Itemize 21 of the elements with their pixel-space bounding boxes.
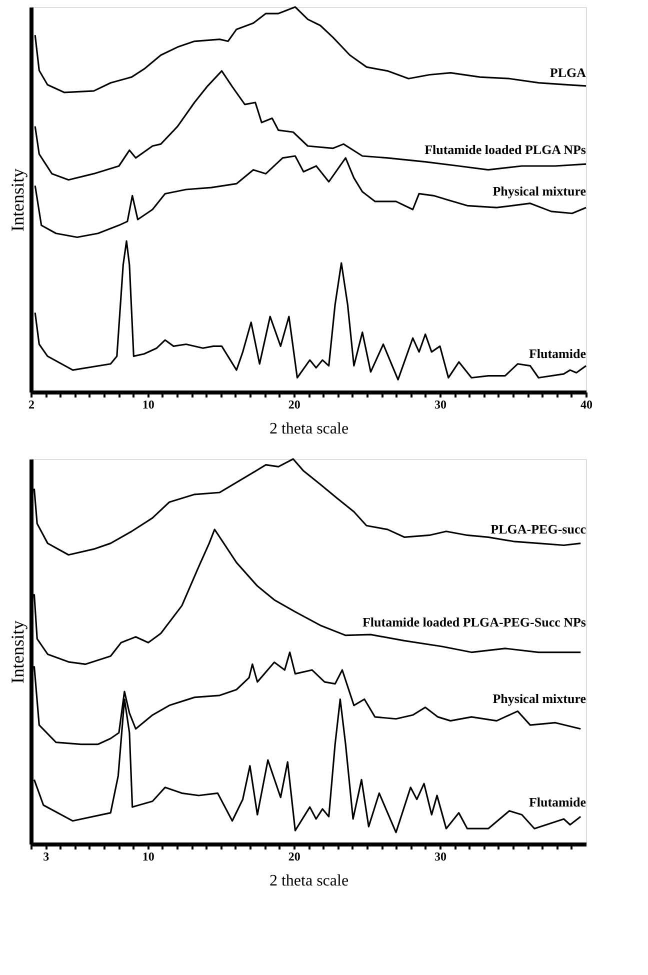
y-axis-title: Intensity: [8, 168, 28, 232]
x-tick-label: 20: [288, 850, 300, 864]
x-tick-label: 20: [288, 398, 300, 412]
x-tick-label: 10: [142, 398, 154, 412]
series-label: PLGA: [550, 64, 587, 80]
series-label: Flutamide loaded PLGA NPs: [424, 142, 586, 157]
series-label: Physical mixture: [492, 691, 586, 706]
series-label: Physical mixture: [492, 183, 586, 198]
series-label: PLGA-PEG-succ: [490, 521, 586, 536]
x-tick-label: 30: [434, 398, 446, 412]
x-tick-label: 2: [28, 398, 34, 412]
series-label: Flutamide loaded PLGA-PEG-Succ NPs: [362, 614, 586, 630]
x-tick-label: 3: [43, 850, 50, 864]
series-label: Flutamide: [528, 794, 586, 810]
y-axis-title: Intensity: [8, 620, 28, 684]
x-tick-label: 30: [434, 850, 446, 864]
x-axis-title: 2 theta scale: [269, 420, 349, 438]
x-tick-label: 40: [580, 398, 592, 412]
x-tick-label: 10: [142, 850, 154, 864]
series-label: Flutamide: [528, 346, 586, 361]
x-axis-title: 2 theta scale: [269, 872, 349, 890]
